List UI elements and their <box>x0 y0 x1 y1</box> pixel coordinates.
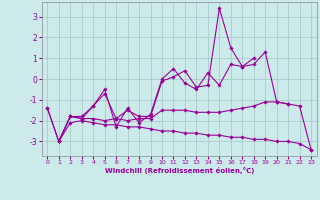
X-axis label: Windchill (Refroidissement éolien,°C): Windchill (Refroidissement éolien,°C) <box>105 167 254 174</box>
